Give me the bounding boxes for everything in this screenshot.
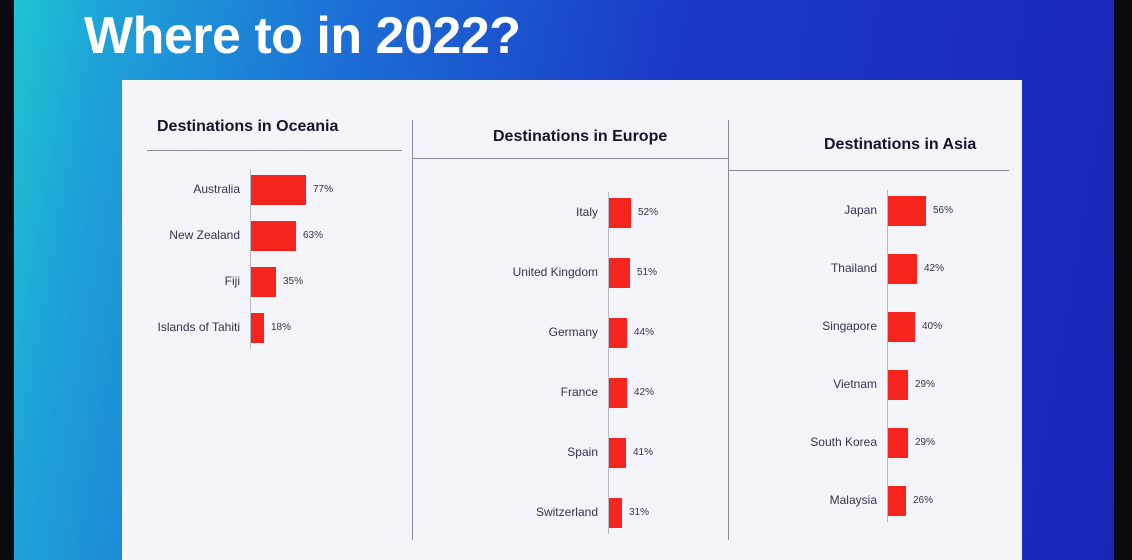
category-label: France	[560, 385, 598, 399]
value-label: 29%	[915, 379, 936, 390]
chart-title-europe: Destinations in Europe	[493, 128, 668, 145]
category-label: Australia	[193, 182, 240, 196]
bar	[609, 498, 622, 528]
axis-asia	[887, 190, 888, 522]
chart-europe: Destinations in Europe Italy 52% United Ki…	[413, 80, 728, 560]
category-label: Thailand	[830, 261, 877, 275]
bar	[609, 438, 626, 468]
bar	[609, 198, 631, 228]
value-label: 29%	[915, 437, 936, 448]
bar-row: United Kingdom 51%	[413, 258, 728, 288]
presentation-screen: Where to in 2022? Destinations in Oceani…	[14, 0, 1114, 560]
bar	[609, 378, 627, 408]
category-label: Switzerland	[535, 505, 598, 519]
category-label: United Kingdom	[512, 265, 598, 279]
bar-row: South Korea 29%	[729, 428, 1022, 458]
value-label: 18%	[271, 322, 292, 333]
value-label: 41%	[633, 447, 654, 458]
category-label: Vietnam	[833, 377, 877, 391]
category-label: Islands of Tahiti	[157, 320, 241, 334]
bar	[609, 258, 630, 288]
bar-row: Australia 77%	[122, 175, 412, 205]
category-label: Japan	[844, 203, 877, 217]
chart-title-asia: Destinations in Asia	[824, 136, 977, 153]
value-label: 42%	[634, 387, 655, 398]
rule-asia	[729, 170, 1009, 171]
bar-row: Singapore 40%	[729, 312, 1022, 342]
chart-title-oceania: Destinations in Oceania	[157, 118, 339, 135]
bar-row: Islands of Tahiti 18%	[122, 313, 412, 343]
bar	[888, 196, 926, 226]
bar-row: Italy 52%	[413, 198, 728, 228]
bar	[251, 313, 264, 343]
bar	[251, 267, 276, 297]
value-label: 51%	[637, 267, 658, 278]
bar	[888, 312, 915, 342]
category-label: Italy	[575, 205, 598, 219]
category-label: New Zealand	[169, 228, 240, 242]
category-label: Singapore	[822, 319, 877, 333]
bar	[888, 254, 917, 284]
bar-row: France 42%	[413, 378, 728, 408]
value-label: 52%	[638, 207, 659, 218]
bar-row: Switzerland 31%	[413, 498, 728, 528]
divider-1	[412, 120, 413, 540]
axis-oceania	[250, 169, 251, 349]
bar-row: Germany 44%	[413, 318, 728, 348]
category-label: Fiji	[224, 274, 240, 288]
category-label: South Korea	[810, 435, 877, 449]
category-label: Germany	[548, 325, 598, 339]
value-label: 56%	[933, 205, 954, 216]
chart-asia: Destinations in Asia Japan 56% Thailand 42%…	[729, 80, 1022, 560]
category-label: Spain	[567, 445, 598, 459]
bar	[888, 428, 908, 458]
bar	[609, 318, 627, 348]
slide-title: Where to in 2022?	[84, 7, 521, 65]
chart-oceania: Destinations in Oceania Australia 77% New …	[122, 80, 412, 560]
bar-row: Thailand 42%	[729, 254, 1022, 284]
bar-row: Vietnam 29%	[729, 370, 1022, 400]
bar-row: Fiji 35%	[122, 267, 412, 297]
chart-panel: Destinations in Oceania Australia 77% New …	[122, 80, 1022, 560]
value-label: 40%	[922, 321, 943, 332]
value-label: 31%	[629, 507, 650, 518]
value-label: 63%	[303, 230, 324, 241]
bar-row: Malaysia 26%	[729, 486, 1022, 516]
bar	[251, 175, 306, 205]
rule-oceania	[147, 150, 402, 151]
bar	[251, 221, 296, 251]
category-label: Malaysia	[829, 493, 877, 507]
value-label: 44%	[634, 327, 655, 338]
axis-europe	[608, 192, 609, 534]
bar-row: Spain 41%	[413, 438, 728, 468]
value-label: 26%	[913, 495, 934, 506]
rule-europe	[413, 158, 728, 159]
bar	[888, 370, 908, 400]
value-label: 35%	[283, 276, 304, 287]
bar	[888, 486, 906, 516]
value-label: 42%	[924, 263, 945, 274]
bar-row: Japan 56%	[729, 196, 1022, 226]
divider-2	[728, 120, 729, 540]
bar-row: New Zealand 63%	[122, 221, 412, 251]
value-label: 77%	[313, 184, 334, 195]
